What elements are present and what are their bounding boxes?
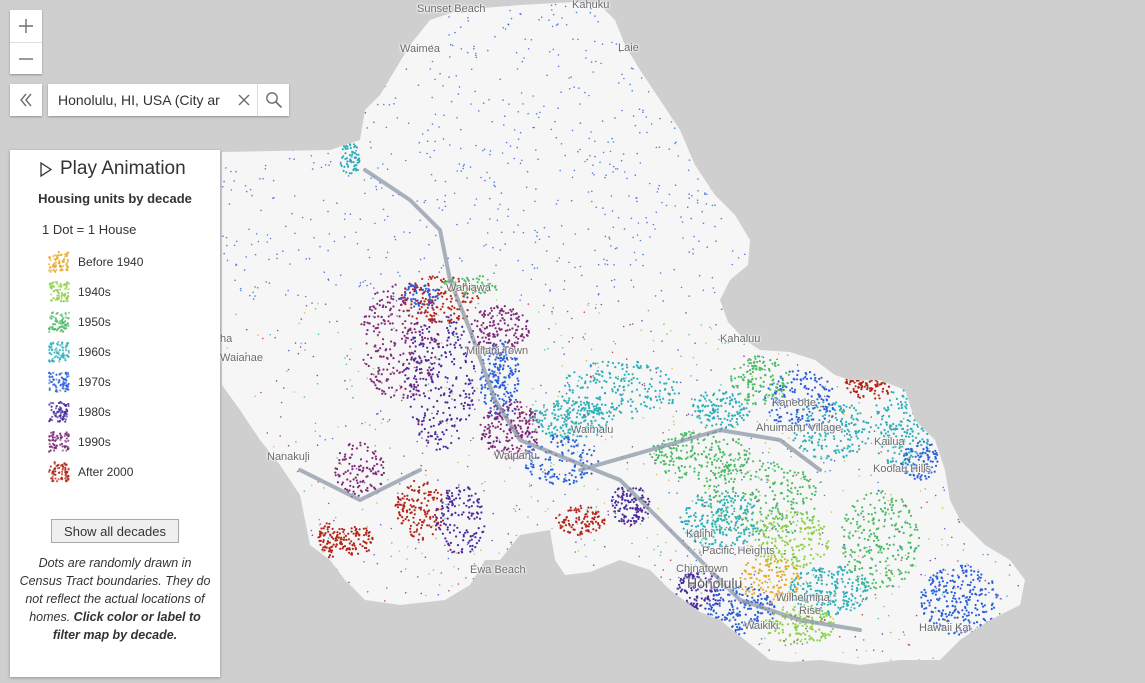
legend-swatch[interactable] [48,461,70,483]
legend-item-1990s[interactable]: 1990s [48,427,143,457]
dot-ratio-label: 1 Dot = 1 House [42,222,137,237]
double-chevron-left-icon [20,93,32,107]
legend-note: Dots are randomly drawn in Census Tract … [18,554,212,644]
place-label-waikiki: Waikiki [744,620,779,632]
legend-label[interactable]: 1940s [78,285,111,299]
place-label-honolulu: Honolulu [687,575,743,591]
legend-swatch[interactable] [48,311,70,333]
highway-line [578,427,822,472]
place-label-waimalu: Waimalu [571,424,614,436]
place-label-mililani-town: Mililani Town [466,345,529,357]
legend-swatch[interactable] [48,341,70,363]
legend-label[interactable]: 1960s [78,345,111,359]
legend-list: Before 1940 1940s 1950s 1960s 1970s 1980… [48,247,143,487]
place-label-ewa-beach: Ewa Beach [470,564,526,576]
highway-line [363,168,862,632]
search-widget [48,84,289,116]
place-label-pacific-heights: Pacific Heights [702,545,775,557]
legend-item-1950s[interactable]: 1950s [48,307,143,337]
place-label-wilhelmina: Wilhelmina [776,592,830,604]
legend-title: Housing units by decade [38,191,192,206]
legend-item-before-1940[interactable]: Before 1940 [48,247,143,277]
legend-swatch[interactable] [48,371,70,393]
highway-line [298,468,422,503]
legend-item-1940s[interactable]: 1940s [48,277,143,307]
legend-item-after-2000[interactable]: After 2000 [48,457,143,487]
place-label-wilhelmina-rise: Rise [799,605,822,617]
place-label-waipahu: Waipahu [494,450,538,462]
place-label-chinatown: Chinatown [676,563,728,575]
place-label-makaha: ha [220,333,233,345]
search-input[interactable] [56,91,230,109]
place-label-waianae: Waianae [220,352,264,364]
place-label-kahuku: Kahuku [572,0,610,11]
legend-swatch[interactable] [48,431,70,453]
place-label-ahuimanu-village: Ahuimanu Village [756,422,842,434]
close-icon [238,94,250,106]
legend-swatch[interactable] [48,401,70,423]
place-label-koolau-hills: Koolau Hills [873,463,932,475]
play-animation-button[interactable]: Play Animation [40,158,186,180]
legend-item-1960s[interactable]: 1960s [48,337,143,367]
zoom-controls [10,10,42,74]
legend-label[interactable]: 1980s [78,405,111,419]
play-animation-label: Play Animation [60,158,186,179]
legend-label[interactable]: 1950s [78,315,111,329]
legend-label[interactable]: After 2000 [78,465,134,479]
legend-label[interactable]: 1970s [78,375,111,389]
place-label-wahiawa: Wahiawa [446,282,491,294]
legend-item-1970s[interactable]: 1970s [48,367,143,397]
legend-panel: Play Animation Housing units by decade 1… [10,150,220,677]
zoom-in-button[interactable] [10,10,42,42]
legend-item-1980s[interactable]: 1980s [48,397,143,427]
plus-icon [19,19,33,33]
search-icon [265,92,282,109]
place-label-hawaii-kai: Hawaii Kai [919,622,971,634]
place-label-kailua: Kailua [874,436,905,448]
collapse-search-button[interactable] [10,84,42,116]
place-label-kalihi: Kalihi [686,528,713,540]
legend-note-text: Dots are randomly drawn in Census Tract … [19,556,211,624]
clear-search-button[interactable] [230,84,257,116]
place-label-laie: Laie [618,42,639,54]
place-label-sunset-beach: Sunset Beach [417,3,486,15]
zoom-out-button[interactable] [10,42,42,74]
show-all-decades-button[interactable]: Show all decades [51,519,179,543]
place-label-kaneohe: Kaneohe [772,397,817,409]
search-button[interactable] [257,84,289,116]
place-label-waimea: Waimea [400,43,440,55]
minus-icon [19,57,33,60]
legend-swatch[interactable] [48,251,70,273]
legend-swatch[interactable] [48,281,70,303]
oahu-island-landmass [222,2,1025,665]
place-label-nanakuli: Nanakuli [267,451,310,463]
legend-label[interactable]: 1990s [78,435,111,449]
legend-note-instruction: Click color or label to filter map by de… [52,610,201,642]
place-label-kahaluu: Kahaluu [720,333,761,345]
play-icon [40,161,52,177]
legend-label[interactable]: Before 1940 [78,255,144,269]
